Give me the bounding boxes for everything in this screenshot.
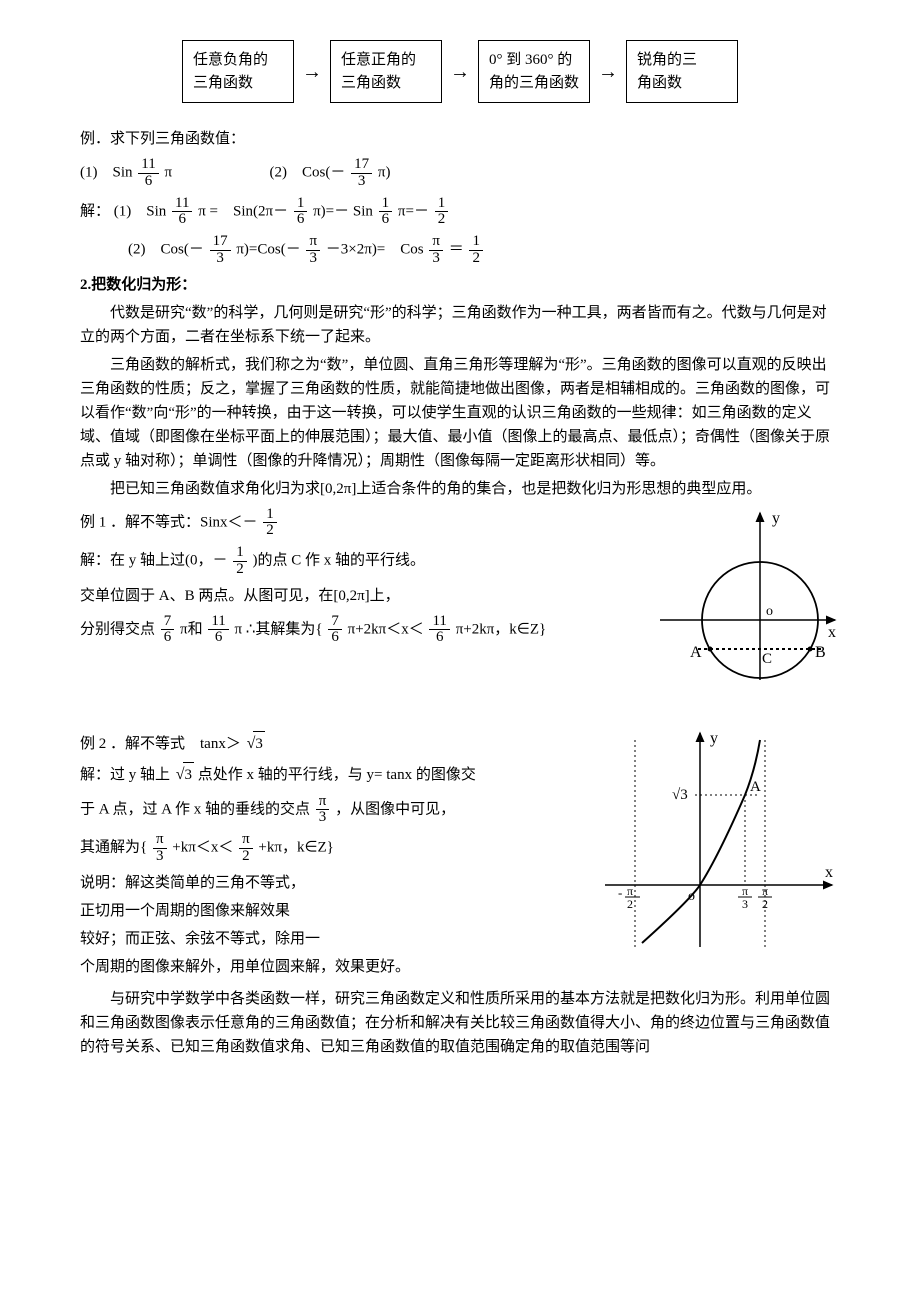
ex2-sol-sqrt: 3 (174, 762, 194, 788)
fig2-pi2l-den: 2 (627, 897, 633, 911)
fig2-o: o (688, 889, 695, 904)
s1-frac4: 12 (435, 196, 449, 229)
sec2-p1: 代数是研究“数”的科学，几何则是研究“形”的科学；三角函数作为一种工具，两者皆而… (80, 301, 840, 349)
fig2-A: A (750, 779, 761, 795)
ex2-l3b: +kπ＜x＜ (172, 840, 233, 856)
ex2-l2a: 于 A 点，过 A 作 x 轴的垂线的交点 (80, 801, 310, 817)
ex1-sol-a: 解：在 y 轴上过(0，－ (80, 553, 228, 569)
fig2-x: x (825, 864, 833, 881)
q2-frac: 173 (351, 157, 372, 190)
flow-box-3: 0° 到 360° 的 角的三角函数 (478, 40, 590, 103)
q2a: (2) Cos(－ (270, 165, 346, 181)
s1c: π)=－ Sin (313, 203, 373, 219)
s2b: π)=Cos(－ (236, 242, 300, 258)
fig2-pi3-den: 3 (742, 897, 748, 911)
ex2-sol-a: 解：过 y 轴上 (80, 767, 170, 783)
sec2-heading: 2.把数化归为形： (80, 273, 840, 297)
ex1-sol-frac: 12 (233, 545, 247, 578)
ex1-frac: 12 (263, 507, 277, 540)
fig1-o: o (766, 604, 773, 619)
q2b: π) (378, 165, 391, 181)
ex2-l3c: +kπ，k∈Z} (258, 840, 333, 856)
s2c: －3×2π)= Cos (326, 242, 424, 258)
flow-box-1-l2: 三角函数 (193, 75, 253, 91)
flow-arrow-1: → (300, 56, 324, 88)
fig1-B: B (815, 644, 826, 661)
ex1-l3d: π+2kπ＜x＜ (348, 621, 424, 637)
flow-diagram: 任意负角的 三角函数 → 任意正角的 三角函数 → 0° 到 360° 的 角的… (80, 40, 840, 103)
ex2-l3-frac1: π3 (153, 832, 167, 865)
ex1-l3b: π和 (180, 621, 203, 637)
q1-frac: 116 (138, 157, 158, 190)
ex2-sol-b: 点处作 x 轴的平行线，与 y= tanx 的图像交 (198, 767, 476, 783)
ex2-label-text: 例 2 ．解不等式 tanx＞ (80, 736, 241, 752)
sec2-p3: 把已知三角函数值求角化归为求[0,2π]上适合条件的角的集合，也是把数化归为形思… (80, 477, 840, 501)
flow-box-1-l1: 任意负角的 (193, 52, 268, 68)
s2-frac2: π3 (306, 234, 320, 267)
s1-frac3: 16 (379, 196, 393, 229)
s1-frac2: 16 (294, 196, 308, 229)
s2-frac1: 173 (210, 234, 231, 267)
s2a: (2) Cos(－ (128, 242, 204, 258)
fig1-A: A (690, 644, 702, 661)
s2d: ＝ (449, 242, 464, 258)
flow-box-4-l2: 角函数 (637, 75, 682, 91)
flow-box-2: 任意正角的 三角函数 (330, 40, 442, 103)
fig2-pi2r-num: π (762, 884, 768, 898)
example-questions: (1) Sin 116 π (2) Cos(－ 173 π) (80, 157, 840, 190)
ex1-label-text: 例 1 ．解不等式：Sinx＜－ (80, 514, 258, 530)
ex2-l3a: 其通解为{ (80, 840, 147, 856)
fig2-pi3-num: π (742, 884, 748, 898)
sol-label: 解： (80, 203, 110, 219)
ex1-l3-frac1: 76 (161, 614, 175, 647)
s2-frac3: π3 (429, 234, 443, 267)
flow-box-2-l1: 任意正角的 (341, 52, 416, 68)
fig1-C: C (762, 651, 772, 667)
flow-arrow-3: → (596, 56, 620, 88)
ex2-l3-frac2: π2 (239, 832, 253, 865)
fig1-y: y (772, 510, 780, 527)
ex1-sol-b: )的点 C 作 x 轴的平行线。 (253, 553, 426, 569)
ex1-l3e: π+2kπ，k∈Z} (456, 621, 547, 637)
flow-box-3-l1: 0° 到 360° 的 (489, 52, 572, 68)
flow-box-3-l2: 角的三角函数 (489, 75, 579, 91)
solution-2: (2) Cos(－ 173 π)=Cos(－ π3 －3×2π)= Cos π3… (80, 234, 840, 267)
flow-box-1: 任意负角的 三角函数 (182, 40, 294, 103)
ex1-l3-frac2: 116 (208, 614, 228, 647)
flow-box-4-l1: 锐角的三 (637, 52, 697, 68)
s1a: (1) Sin (114, 203, 167, 219)
ex2-sqrt: 3 (245, 731, 265, 757)
fig2-neg: - (618, 885, 622, 900)
fig2-pi2r-den: 2 (762, 897, 768, 911)
s1d: π=－ (398, 203, 429, 219)
ex2-l2b: ，从图像中可见， (335, 801, 455, 817)
figure-tangent: y x o A √3 - π 2 π 3 π 2 (600, 725, 840, 955)
q1b: π (164, 165, 172, 181)
fig2-y: y (710, 730, 718, 747)
s1-frac1: 116 (172, 196, 192, 229)
example-intro: 例．求下列三角函数值： (80, 127, 840, 151)
fig2-sqrt3: √3 (672, 787, 688, 803)
ex1-l3-frac4: 116 (429, 614, 449, 647)
fig2-pi2l-num: π (627, 884, 633, 898)
solution-1: 解： (1) Sin 116 π = Sin(2π－ 16 π)=－ Sin 1… (80, 196, 840, 229)
fig1-x: x (828, 624, 836, 641)
ex2-l7: 个周期的图像来解外，用单位圆来解，效果更好。 (80, 955, 840, 979)
s1b: π = Sin(2π－ (198, 203, 288, 219)
flow-box-4: 锐角的三 角函数 (626, 40, 738, 103)
q1a: (1) Sin (80, 165, 133, 181)
flow-box-2-l2: 三角函数 (341, 75, 401, 91)
ex1-l3-frac3: 76 (328, 614, 342, 647)
sec2-p2: 三角函数的解析式，我们称之为“数”，单位圆、直角三角形等理解为“形”。三角函数的… (80, 353, 840, 473)
ex1-l3a: 分别得交点 (80, 621, 155, 637)
ex2-l2-frac: π3 (316, 794, 330, 827)
s2-frac4: 12 (469, 234, 483, 267)
flow-arrow-2: → (448, 56, 472, 88)
sec2-p4: 与研究中学数学中各类函数一样，研究三角函数定义和性质所采用的基本方法就是把数化归… (80, 987, 840, 1059)
ex1-l3c: π ∴其解集为{ (235, 621, 323, 637)
figure-unit-circle: y x o A B C (650, 505, 840, 695)
